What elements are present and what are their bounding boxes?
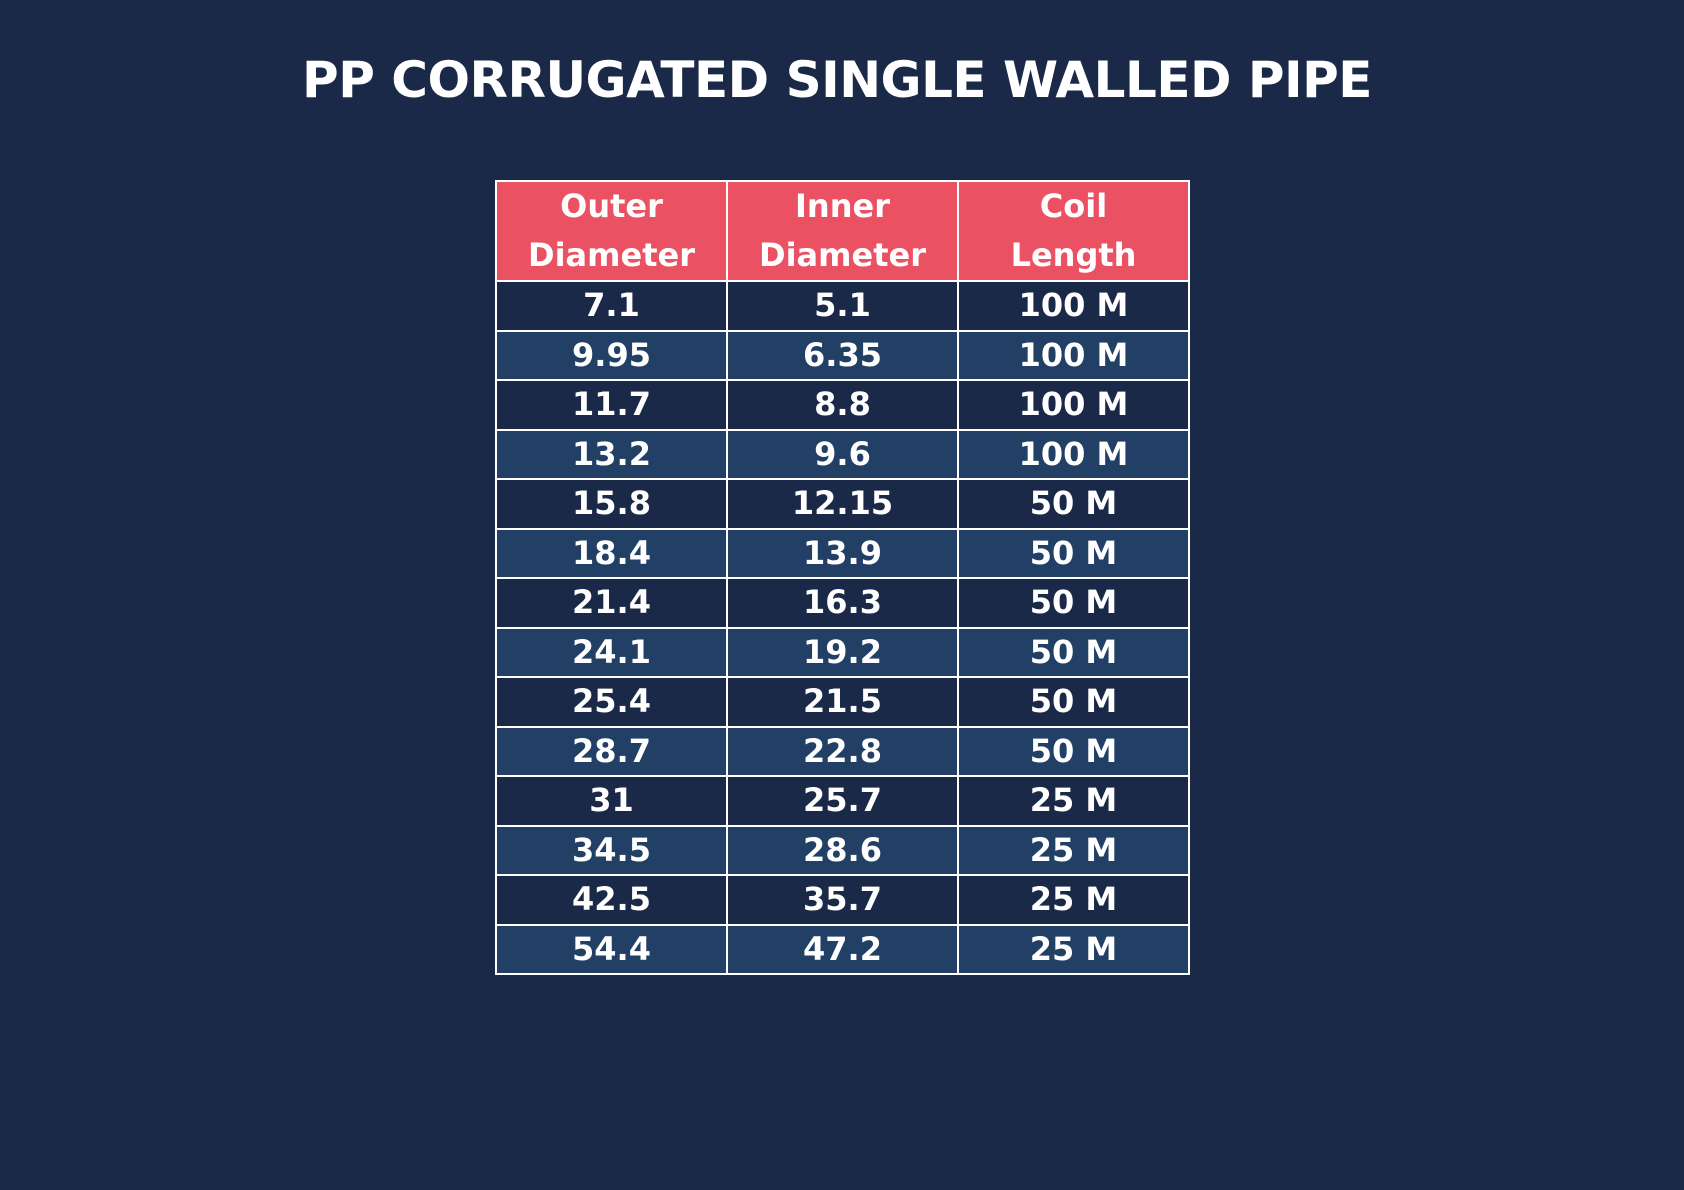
outer-diameter-cell: 15.8 (495, 478, 728, 530)
table-body: 7.1 5.1 100 M 9.95 6.35 100 M 11.7 8.8 100 M 13.2… (495, 280, 1190, 975)
outer-diameter-cell: 21.4 (495, 577, 728, 629)
outer-diameter-cell: 54.4 (495, 923, 728, 975)
table-row: 34.5 28.6 25 M (495, 824, 1190, 876)
inner-diameter-cell: 21.5 (726, 676, 959, 728)
inner-diameter-cell: 19.2 (726, 626, 959, 678)
header-text: Inner (795, 187, 890, 225)
inner-diameter-cell: 22.8 (726, 725, 959, 777)
coil-length-cell: 50 M (957, 577, 1190, 629)
inner-diameter-cell: 25.7 (726, 775, 959, 827)
outer-diameter-cell: 13.2 (495, 428, 728, 480)
inner-diameter-cell: 8.8 (726, 379, 959, 431)
inner-diameter-cell: 12.15 (726, 478, 959, 530)
header-text: Diameter (759, 236, 926, 274)
coil-length-cell: 25 M (957, 775, 1190, 827)
table-row: 54.4 47.2 25 M (495, 923, 1190, 975)
coil-length-cell: 100 M (957, 329, 1190, 381)
inner-diameter-cell: 28.6 (726, 824, 959, 876)
coil-length-cell: 50 M (957, 725, 1190, 777)
inner-diameter-cell: 13.9 (726, 527, 959, 579)
outer-diameter-cell: 11.7 (495, 379, 728, 431)
table-row: 18.4 13.9 50 M (495, 527, 1190, 579)
outer-diameter-cell: 9.95 (495, 329, 728, 381)
outer-diameter-cell: 34.5 (495, 824, 728, 876)
table-row: 13.2 9.6 100 M (495, 428, 1190, 480)
coil-length-cell: 25 M (957, 923, 1190, 975)
table-row: 11.7 8.8 100 M (495, 379, 1190, 431)
table-row: 21.4 16.3 50 M (495, 577, 1190, 629)
inner-diameter-cell: 6.35 (726, 329, 959, 381)
inner-diameter-cell: 35.7 (726, 874, 959, 926)
inner-diameter-cell: 47.2 (726, 923, 959, 975)
coil-length-cell: 25 M (957, 874, 1190, 926)
inner-diameter-cell: 16.3 (726, 577, 959, 629)
table-row: 28.7 22.8 50 M (495, 725, 1190, 777)
table-row: 9.95 6.35 100 M (495, 329, 1190, 381)
header-inner-diameter: Inner Diameter (726, 180, 959, 282)
header-text: Outer (560, 187, 663, 225)
coil-length-cell: 50 M (957, 626, 1190, 678)
inner-diameter-cell: 5.1 (726, 280, 959, 332)
table-row: 31 25.7 25 M (495, 775, 1190, 827)
outer-diameter-cell: 24.1 (495, 626, 728, 678)
coil-length-cell: 25 M (957, 824, 1190, 876)
coil-length-cell: 50 M (957, 527, 1190, 579)
table-row: 25.4 21.5 50 M (495, 676, 1190, 728)
header-text: Coil (1039, 187, 1108, 225)
outer-diameter-cell: 31 (495, 775, 728, 827)
outer-diameter-cell: 25.4 (495, 676, 728, 728)
table-row: 42.5 35.7 25 M (495, 874, 1190, 926)
header-coil-length: Coil Length (957, 180, 1190, 282)
outer-diameter-cell: 42.5 (495, 874, 728, 926)
outer-diameter-cell: 18.4 (495, 527, 728, 579)
header-text: Length (1010, 236, 1137, 274)
coil-length-cell: 100 M (957, 428, 1190, 480)
header-outer-diameter: Outer Diameter (495, 180, 728, 282)
coil-length-cell: 100 M (957, 379, 1190, 431)
table-row: 24.1 19.2 50 M (495, 626, 1190, 678)
pipe-spec-table: Outer Diameter Inner Diameter Coil Lengt… (495, 180, 1190, 975)
coil-length-cell: 50 M (957, 676, 1190, 728)
inner-diameter-cell: 9.6 (726, 428, 959, 480)
outer-diameter-cell: 28.7 (495, 725, 728, 777)
header-text: Diameter (528, 236, 695, 274)
page-title: PP CORRUGATED SINGLE WALLED PIPE (302, 51, 1372, 109)
table-header: Outer Diameter Inner Diameter Coil Lengt… (495, 180, 1190, 282)
outer-diameter-cell: 7.1 (495, 280, 728, 332)
header-row: Outer Diameter Inner Diameter Coil Lengt… (495, 180, 1190, 282)
table-row: 15.8 12.15 50 M (495, 478, 1190, 530)
table-row: 7.1 5.1 100 M (495, 280, 1190, 332)
coil-length-cell: 100 M (957, 280, 1190, 332)
coil-length-cell: 50 M (957, 478, 1190, 530)
